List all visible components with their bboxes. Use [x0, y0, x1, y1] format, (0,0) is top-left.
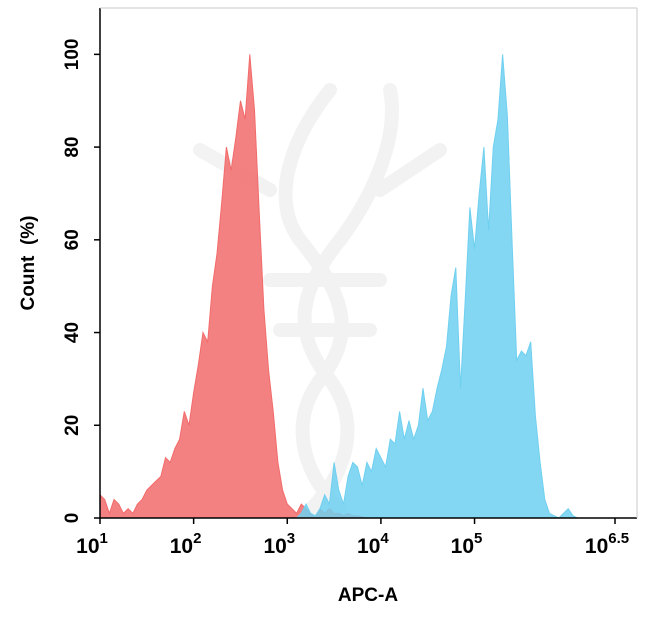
- x-axis-label: APC-A: [338, 585, 398, 606]
- x-tick-label: 104: [357, 530, 389, 558]
- x-tick-base: 10: [357, 535, 380, 558]
- y-tick-label: 80: [62, 137, 83, 158]
- x-tick-exponent: 4: [380, 530, 389, 547]
- x-ticks: 101 102 103 104 105 106.5: [76, 518, 629, 558]
- x-tick-base: 10: [76, 535, 99, 558]
- x-tick-label: 105: [451, 530, 483, 558]
- y-tick-label: 0: [62, 513, 83, 524]
- x-tick-exponent: 1: [100, 530, 108, 547]
- x-tick-label: 101: [76, 530, 108, 558]
- x-tick-exponent: 2: [193, 530, 201, 547]
- x-tick-base: 10: [263, 535, 286, 558]
- x-tick-exponent: 6.5: [608, 530, 629, 547]
- y-tick-label: 40: [62, 322, 83, 343]
- x-tick-label: 103: [263, 530, 295, 558]
- y-ticks: 0 20 40 60 80 100: [62, 39, 100, 524]
- y-tick-label: 100: [62, 39, 83, 71]
- y-tick-label: 60: [62, 229, 83, 250]
- y-tick-label: 20: [62, 415, 83, 436]
- x-tick-label: 102: [170, 530, 202, 558]
- y-axis-label: Count (%): [18, 216, 39, 311]
- x-tick-exponent: 5: [474, 530, 482, 547]
- x-tick-base: 10: [170, 535, 193, 558]
- x-tick-base: 10: [451, 535, 474, 558]
- x-tick-exponent: 3: [287, 530, 295, 547]
- dna-helix-icon: [193, 83, 447, 517]
- x-tick-label: 106.5: [585, 530, 629, 558]
- x-tick-base: 10: [585, 535, 608, 558]
